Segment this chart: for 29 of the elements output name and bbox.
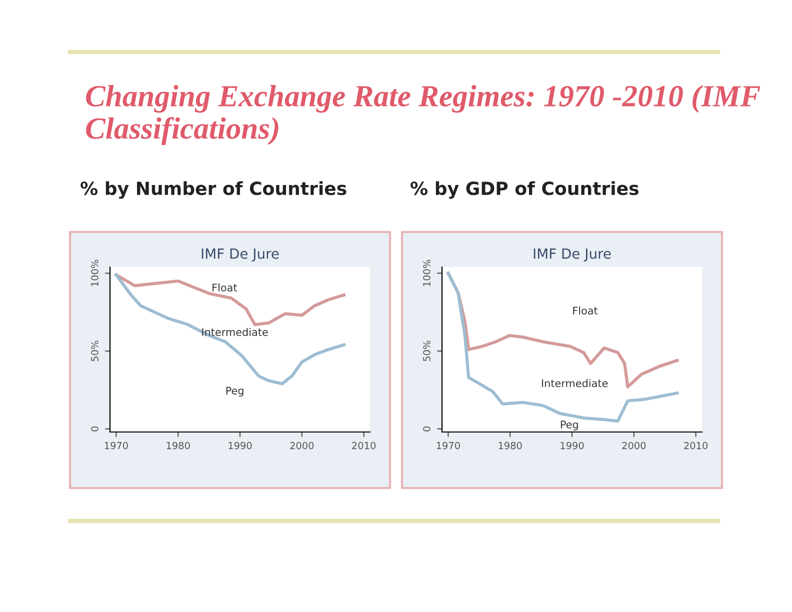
x-tick-label: 2000 (290, 442, 314, 450)
annotation: Float (212, 283, 238, 292)
y-tick-label: 100% (91, 260, 98, 286)
chart-subtitle: % by Number of Countries (80, 181, 346, 199)
y-tick-label: 0 (423, 426, 430, 432)
text: Changing Exchange Rate Regimes: 1970 -2010 (IMF Classifications) (86, 85, 760, 146)
chart-title: IMF De Jure (534, 248, 611, 262)
x-tick-label: 1970 (436, 442, 460, 450)
x-tick-label: 1980 (498, 442, 522, 450)
y-tick-label: 0 (91, 426, 98, 432)
y-tick-label: 50% (91, 340, 98, 362)
chart-subtitle: % by GDP of Countries (410, 181, 638, 199)
x-tick-label: 1970 (104, 442, 128, 450)
annotation: Intermediate (542, 379, 608, 388)
y-tick-label: 100% (423, 260, 430, 286)
chart-title: IMF De Jure (202, 248, 279, 262)
x-tick-label: 2010 (352, 442, 376, 450)
y-tick-label: 50% (423, 340, 430, 362)
annotation: Float (573, 306, 598, 315)
x-tick-label: 2010 (684, 442, 708, 450)
x-tick-label: 1980 (166, 442, 190, 450)
annotation: Peg (226, 386, 244, 397)
x-tick-label: 2000 (622, 442, 646, 450)
annotation: Peg (560, 420, 578, 430)
line-series (114, 273, 346, 386)
line-series (114, 273, 346, 326)
annotation: Intermediate (202, 328, 268, 336)
x-tick-label: 1990 (560, 442, 584, 450)
x-tick-label: 1990 (228, 442, 252, 450)
